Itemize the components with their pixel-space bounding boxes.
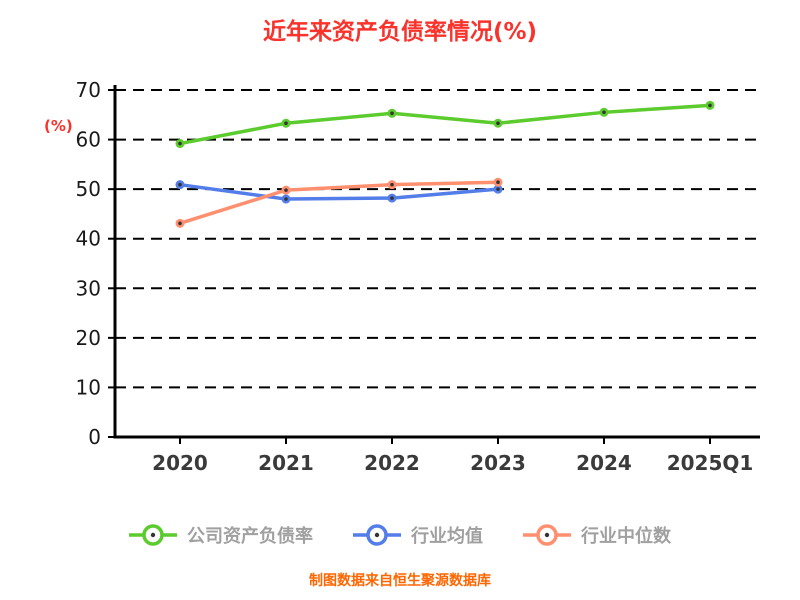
x-tick-label: 2023 [470, 451, 526, 475]
data-point-center [284, 188, 288, 192]
data-point-center [390, 182, 394, 187]
y-tick-label: 50 [76, 177, 101, 201]
y-tick-label: 20 [76, 326, 101, 350]
legend-item: 公司资产负债率 [129, 522, 313, 548]
legend-item: 行业中位数 [523, 522, 671, 548]
data-point-center [284, 197, 288, 201]
data-point-center [496, 121, 500, 126]
data-point-center [708, 103, 712, 108]
footer-note: 制图数据来自恒生聚源数据库 [309, 573, 491, 589]
legend-marker-icon [129, 524, 177, 546]
legend: 公司资产负债率 行业均值 行业中位数 [0, 522, 800, 548]
legend-item: 行业均值 [353, 522, 483, 548]
data-point-center [602, 110, 606, 115]
legend-label: 行业均值 [411, 526, 483, 547]
y-tick-label: 30 [76, 276, 101, 300]
legend-marker-icon [523, 524, 571, 546]
data-point-center [496, 180, 500, 185]
x-tick-label: 2022 [364, 451, 420, 475]
y-tick-label: 10 [76, 375, 101, 399]
data-point-center [178, 182, 182, 187]
x-tick-label: 2021 [258, 451, 314, 475]
series-line [179, 182, 499, 201]
data-point-center [178, 141, 182, 146]
y-axis-label: (%) [44, 117, 73, 135]
data-point-center [178, 221, 182, 226]
legend-label: 公司资产负债率 [187, 526, 313, 547]
data-point-center [496, 187, 500, 191]
y-tick-label: 70 [76, 78, 101, 102]
data-point-center [390, 111, 394, 116]
legend-marker-icon [353, 524, 401, 546]
x-tick-label: 2024 [576, 451, 632, 475]
series-line [179, 180, 499, 226]
chart-title: 近年来资产负债率情况(%) [262, 19, 538, 45]
data-point-center [284, 121, 288, 126]
x-tick-label: 2025Q1 [667, 451, 754, 475]
y-tick-label: 0 [88, 425, 101, 449]
legend-label: 行业中位数 [581, 526, 671, 547]
y-tick-label: 40 [76, 227, 101, 251]
x-tick-label: 2020 [152, 451, 208, 475]
data-point-center [390, 196, 394, 200]
y-tick-label: 60 [76, 128, 101, 152]
series-line [179, 103, 711, 146]
